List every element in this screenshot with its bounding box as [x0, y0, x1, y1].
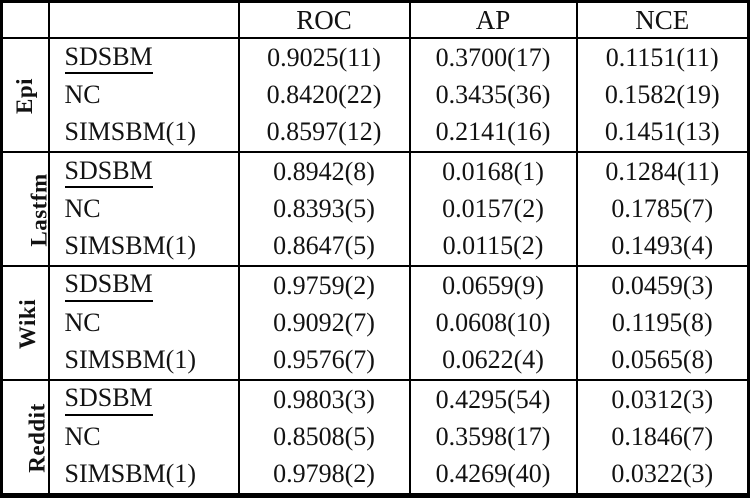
- value-ap: 0.3598(17): [408, 418, 577, 456]
- method-cell: SIMSBM(1): [47, 455, 239, 496]
- table-row: Reddit SDSBM 0.9803(3) 0.4295(54) 0.0312…: [2, 379, 749, 473]
- table-row: SIMSBM(1) 0.8647(5) 0.0115(2) 0.1493(4): [2, 227, 749, 266]
- value-roc: 0.8508(5): [237, 418, 410, 456]
- value-nce: 0.1582(19): [575, 76, 749, 114]
- method-cell: NC: [47, 418, 239, 456]
- method-cell: NC: [47, 76, 239, 114]
- method-name: SDSBM: [64, 42, 153, 74]
- method-name: NC: [64, 79, 101, 109]
- method-cell: SDSBM: [47, 379, 239, 419]
- method-name: SIMSBM(1): [64, 459, 196, 489]
- value-nce: 0.1284(11): [575, 151, 749, 191]
- header-row: ROC AP NCE: [1, 1, 749, 39]
- value-nce: 0.1493(4): [575, 227, 749, 266]
- value-ap: 0.0608(10): [408, 304, 577, 342]
- method-cell: SIMSBM(1): [47, 341, 239, 380]
- group-label-text: Reddit: [24, 403, 50, 473]
- group-epi: Epi SDSBM 0.9025(11) 0.3700(17) 0.1151(1…: [1, 38, 749, 152]
- method-cell: SDSBM: [47, 38, 239, 77]
- group-reddit: Reddit SDSBM 0.9803(3) 0.4295(54) 0.0312…: [1, 379, 749, 496]
- value-roc: 0.9798(2): [237, 455, 410, 496]
- value-nce: 0.1785(7): [575, 190, 749, 228]
- table-row: NC 0.8508(5) 0.3598(17) 0.1846(7): [2, 418, 749, 456]
- method-name: SIMSBM(1): [64, 345, 196, 375]
- value-nce: 0.0459(3): [575, 265, 749, 305]
- table-row: NC 0.8393(5) 0.0157(2) 0.1785(7): [2, 190, 749, 228]
- value-nce: 0.1846(7): [575, 418, 749, 456]
- header-method-cell: [47, 1, 239, 39]
- method-cell: NC: [47, 304, 239, 342]
- value-nce: 0.1151(11): [575, 38, 749, 77]
- value-roc: 0.8597(12): [237, 113, 410, 152]
- method-name: NC: [64, 193, 101, 223]
- group-label-text: Lastfm: [26, 173, 52, 247]
- value-roc: 0.9803(3): [237, 379, 410, 419]
- column-header-ap: AP: [408, 1, 577, 39]
- value-roc: 0.9759(2): [237, 265, 410, 305]
- value-roc: 0.8420(22): [237, 76, 410, 114]
- value-ap: 0.4269(40): [408, 455, 577, 496]
- value-roc: 0.8393(5): [237, 190, 410, 228]
- value-ap: 0.0115(2): [408, 227, 577, 266]
- method-cell: SIMSBM(1): [47, 113, 239, 152]
- table-row: SIMSBM(1) 0.9576(7) 0.0622(4) 0.0565(8): [2, 341, 749, 380]
- table-row: Epi SDSBM 0.9025(11) 0.3700(17) 0.1151(1…: [2, 38, 749, 114]
- header-corner-cell: [1, 1, 49, 39]
- table-row: NC 0.9092(7) 0.0608(10) 0.1195(8): [2, 304, 749, 342]
- value-nce: 0.1451(13): [575, 113, 749, 152]
- value-nce: 0.0312(3): [575, 379, 749, 419]
- value-ap: 0.0168(1): [408, 151, 577, 191]
- value-nce: 0.0322(3): [575, 455, 749, 496]
- table-row: SIMSBM(1) 0.9798(2) 0.4269(40) 0.0322(3): [2, 455, 749, 496]
- method-cell: SIMSBM(1): [47, 227, 239, 266]
- table-row: NC 0.8420(22) 0.3435(36) 0.1582(19): [2, 76, 749, 114]
- method-name: SDSBM: [64, 156, 153, 188]
- value-roc: 0.9576(7): [237, 341, 410, 380]
- method-name: SDSBM: [64, 384, 153, 416]
- value-ap: 0.0622(4): [408, 341, 577, 380]
- table-row: Wiki SDSBM 0.9759(2) 0.0659(9) 0.0459(3): [2, 265, 749, 349]
- value-ap: 0.0659(9): [408, 265, 577, 305]
- table-row: SIMSBM(1) 0.8597(12) 0.2141(16) 0.1451(1…: [2, 113, 749, 152]
- table-row: Lastfm SDSBM 0.8942(8) 0.0168(1) 0.1284(…: [2, 151, 749, 247]
- value-nce: 0.0565(8): [575, 341, 749, 380]
- value-roc: 0.8942(8): [237, 151, 410, 191]
- group-label-text: Wiki: [15, 298, 41, 350]
- value-roc: 0.9092(7): [237, 304, 410, 342]
- group-label-text: Epi: [12, 77, 38, 114]
- value-roc: 0.8647(5): [237, 227, 410, 266]
- value-ap: 0.3435(36): [408, 76, 577, 114]
- method-name: SIMSBM(1): [64, 117, 196, 147]
- value-ap: 0.4295(54): [408, 379, 577, 419]
- method-name: SDSBM: [64, 270, 153, 302]
- group-label-wiki: Wiki: [2, 266, 49, 380]
- method-cell: NC: [47, 190, 239, 228]
- method-cell: SDSBM: [47, 151, 239, 191]
- column-header-roc: ROC: [237, 1, 410, 39]
- value-ap: 0.0157(2): [408, 190, 577, 228]
- value-nce: 0.1195(8): [575, 304, 749, 342]
- value-ap: 0.2141(16): [408, 113, 577, 152]
- group-label-lastfm: Lastfm: [2, 152, 52, 266]
- method-name: NC: [64, 421, 101, 451]
- column-header-nce: NCE: [575, 1, 749, 39]
- group-label-reddit: Reddit: [2, 380, 50, 496]
- group-lastfm: Lastfm SDSBM 0.8942(8) 0.0168(1) 0.1284(…: [1, 151, 749, 266]
- method-name: SIMSBM(1): [64, 231, 196, 261]
- value-roc: 0.9025(11): [237, 38, 410, 77]
- method-name: NC: [64, 307, 101, 337]
- value-ap: 0.3700(17): [408, 38, 577, 77]
- group-wiki: Wiki SDSBM 0.9759(2) 0.0659(9) 0.0459(3)…: [1, 265, 749, 380]
- method-cell: SDSBM: [47, 265, 239, 305]
- group-label-epi: Epi: [2, 38, 49, 152]
